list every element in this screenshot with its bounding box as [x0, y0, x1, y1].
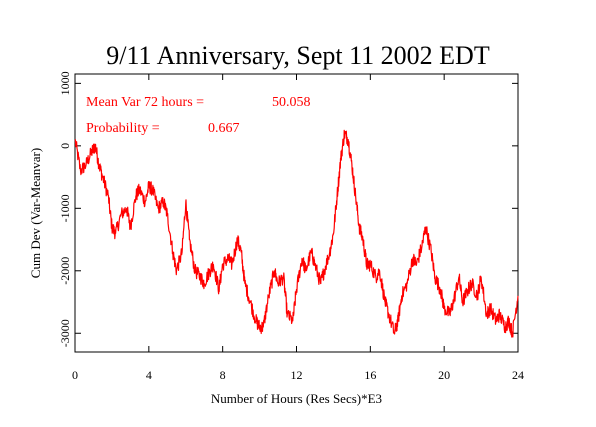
x-tick-label: 8	[220, 368, 226, 382]
mean-var-label: Mean Var 72 hours =	[86, 95, 204, 110]
mean-var-value: 50.058	[272, 95, 311, 110]
y-tick-label: -1000	[58, 194, 72, 222]
y-tick-label: 1000	[58, 71, 72, 95]
x-tick-label: 4	[146, 368, 152, 382]
cum-dev-series-line	[74, 129, 519, 338]
x-tick-label: 0	[72, 368, 78, 382]
probability-value: 0.667	[208, 121, 240, 136]
chart-title: 9/11 Anniversary, Sept 11 2002 EDT	[106, 41, 490, 70]
x-tick-label: 16	[364, 368, 376, 382]
y-axis-label: Cum Dev (Var-Meanvar)	[28, 148, 43, 278]
x-tick-label: 12	[291, 368, 303, 382]
probability-label: Probability =	[86, 121, 160, 136]
y-tick-label: -2000	[58, 257, 72, 285]
x-tick-label: 20	[438, 368, 450, 382]
x-axis-label: Number of Hours (Res Secs)*E3	[211, 391, 382, 406]
x-tick-label: 24	[512, 368, 524, 382]
stats-annotations: Mean Var 72 hours = 50.058 Probability =…	[86, 95, 311, 136]
x-axis: 0 4 8 12 16 20 24	[72, 74, 524, 382]
plot-area-frame	[74, 73, 519, 353]
y-tick-label: -3000	[58, 319, 72, 347]
y-tick-label: 0	[58, 143, 72, 149]
